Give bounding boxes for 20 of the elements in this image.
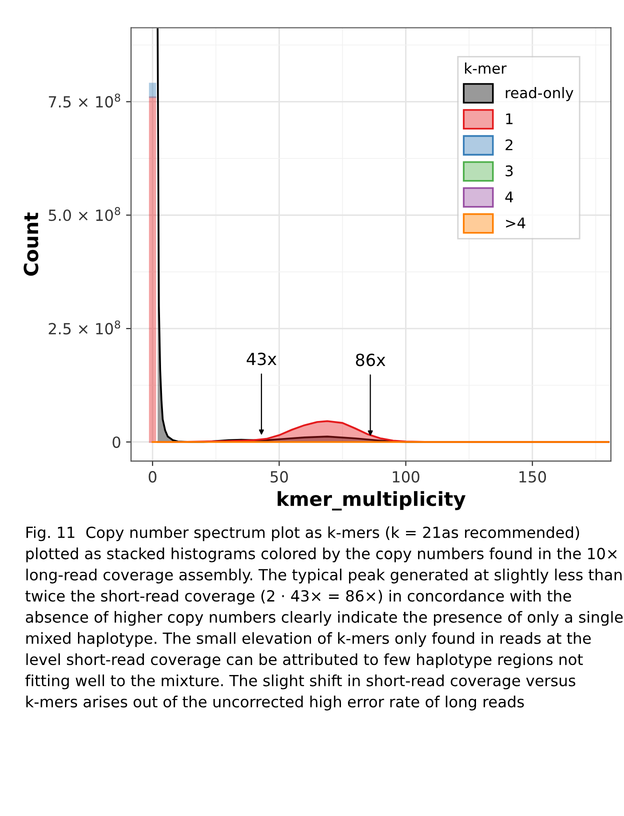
y-tick-label: 5.0 × 10$^{8}$ (48, 207, 120, 222)
annotation: 43x (246, 352, 276, 366)
x-tick-label: 100 (392, 471, 420, 483)
x-axis-title: kmer_multiplicity (278, 491, 466, 510)
x-tick-label: 50 (270, 471, 288, 483)
y-tick-label: 0 (112, 436, 120, 448)
y-axis-title: Count (24, 212, 38, 276)
legend-label: >4 (506, 218, 526, 228)
y-tick-label: 7.5 × 10$^{8}$ (48, 94, 120, 108)
y-tick-label: 2.5 × 10$^{8}$ (48, 320, 120, 334)
legend-label: 4 (505, 192, 514, 202)
legend-label: 1 (506, 113, 512, 124)
annotation: 86x (356, 354, 386, 366)
legend-label: 3 (506, 165, 513, 176)
legend-label: 2 (506, 139, 512, 150)
x-tick-label: 0 (148, 471, 156, 483)
text: Fig. 11 Copy number spectrum plot as k-mers (k = 21as recommended) plotted as stacked histograms colored by the copy numbers found in the 10× long-read coverage assembly. The typical peak generated at slightly less than twice the short-read coverage (2 · 43× = 86×) in concordance with the absence of higher copy numbers clearly indicate the presence of only a single mixed haplotype. The small elevation of k-mers only found in reads at the level short-read coverage can be attributed to few haplotype regions not fitting well to the mixture. The slight shift in short-read coverage versus k-mers arises out of the uncorrected high error rate of long reads (25, 526, 623, 710)
legend-label: read-only (506, 87, 574, 102)
x-tick-label: 150 (519, 471, 546, 483)
legend-title: k-mer (465, 62, 507, 74)
